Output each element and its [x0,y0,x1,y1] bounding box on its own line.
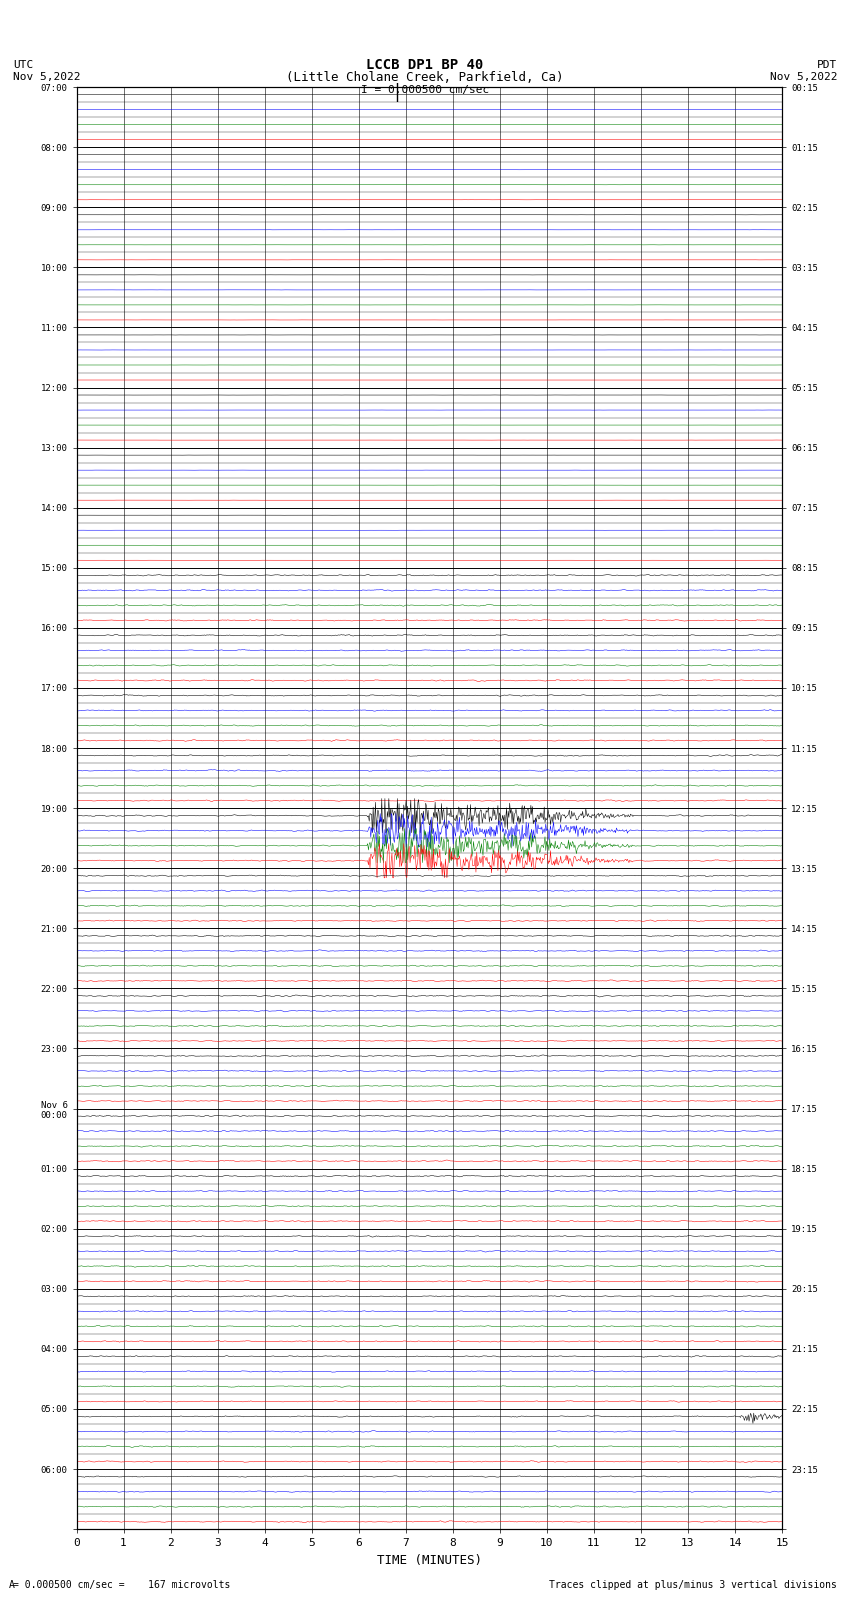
Text: Traces clipped at plus/minus 3 vertical divisions: Traces clipped at plus/minus 3 vertical … [549,1581,837,1590]
Text: PDT: PDT [817,60,837,69]
Text: A: A [8,1581,14,1590]
Text: = 0.000500 cm/sec =    167 microvolts: = 0.000500 cm/sec = 167 microvolts [13,1581,230,1590]
Text: Nov 5,2022: Nov 5,2022 [13,73,80,82]
Text: UTC: UTC [13,60,33,69]
Text: (Little Cholane Creek, Parkfield, Ca): (Little Cholane Creek, Parkfield, Ca) [286,71,564,84]
Text: I = 0.000500 cm/sec: I = 0.000500 cm/sec [361,84,489,95]
Text: LCCB DP1 BP 40: LCCB DP1 BP 40 [366,58,484,71]
X-axis label: TIME (MINUTES): TIME (MINUTES) [377,1553,482,1566]
Text: Nov 5,2022: Nov 5,2022 [770,73,837,82]
